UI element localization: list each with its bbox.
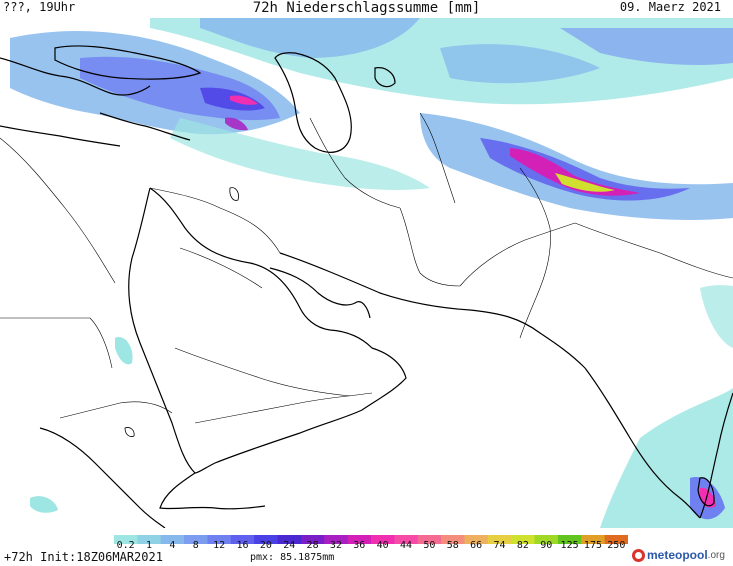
color-scale-swatch bbox=[230, 535, 255, 544]
precipitation-shading bbox=[10, 18, 733, 528]
color-scale-swatch bbox=[254, 535, 279, 544]
color-scale-swatch bbox=[487, 535, 512, 544]
color-scale-tick-label: 32 bbox=[329, 540, 342, 551]
color-scale-swatch bbox=[511, 535, 536, 544]
meteopool-logo-icon bbox=[632, 548, 645, 562]
color-scale-tick-label: 4 bbox=[169, 540, 176, 551]
color-scale-tick-label: 175 bbox=[583, 540, 602, 551]
coastlines bbox=[0, 45, 733, 528]
logo-tld: .org bbox=[707, 549, 725, 561]
logo-name: meteopool bbox=[647, 548, 708, 562]
color-scale-swatch bbox=[371, 535, 395, 544]
color-scale-swatch bbox=[581, 535, 606, 544]
color-scale-tick-label: 90 bbox=[540, 540, 553, 551]
color-scale-swatch bbox=[464, 535, 489, 544]
color-scale-tick-label: 82 bbox=[516, 540, 529, 551]
color-scale-tick-label: 44 bbox=[400, 540, 413, 551]
color-scale-swatch bbox=[324, 535, 349, 544]
color-scale-tick-label: 24 bbox=[283, 540, 296, 551]
valid-date-label: 09. Maerz 2021 bbox=[619, 0, 721, 14]
color-scale-swatch bbox=[557, 535, 582, 544]
color-scale-tick-label: 28 bbox=[306, 540, 319, 551]
precipitation-color-scale bbox=[114, 529, 629, 544]
color-scale-swatch bbox=[604, 535, 629, 544]
pmax-label: pmx: 85.1875mm bbox=[250, 552, 335, 563]
init-time-label: +72h Init:18Z06MAR2021 bbox=[4, 550, 163, 564]
color-scale-tick-label: 66 bbox=[470, 540, 483, 551]
color-scale-swatch bbox=[441, 535, 465, 544]
color-scale-tick-label: 58 bbox=[446, 540, 459, 551]
color-scale-tick-label: 8 bbox=[192, 540, 199, 551]
color-scale-tick-label: 36 bbox=[353, 540, 366, 551]
color-scale-swatch bbox=[300, 535, 325, 544]
color-scale-tick-label: 250 bbox=[607, 540, 626, 551]
country-borders bbox=[0, 112, 733, 424]
color-scale-tick-label: 40 bbox=[376, 540, 389, 551]
color-scale-tick-label: 20 bbox=[259, 540, 272, 551]
color-scale-tick-label: 50 bbox=[423, 540, 436, 551]
color-scale-swatch bbox=[417, 535, 442, 544]
forecast-time-label: ???, 19Uhr bbox=[3, 0, 76, 14]
precipitation-map bbox=[0, 18, 733, 528]
color-scale-swatch bbox=[347, 535, 372, 544]
color-scale-swatch bbox=[160, 535, 185, 544]
color-scale-tick-label: 1 bbox=[146, 540, 153, 551]
color-scale-swatch bbox=[277, 535, 302, 544]
color-scale-swatch bbox=[534, 535, 559, 544]
inland-lakes bbox=[124, 187, 239, 437]
color-scale-swatch bbox=[394, 535, 419, 544]
color-scale-tick-label: 16 bbox=[236, 540, 249, 551]
color-scale-tick-label: 74 bbox=[493, 540, 506, 551]
map-title: 72h Niederschlagssumme [mm] bbox=[252, 0, 481, 16]
color-scale-tick-label: 0.2 bbox=[116, 540, 135, 551]
color-scale-swatch bbox=[184, 535, 208, 544]
color-scale-tick-label: 125 bbox=[560, 540, 579, 551]
color-scale-swatch bbox=[114, 535, 138, 544]
color-scale-tick-label: 12 bbox=[213, 540, 226, 551]
color-scale-swatch bbox=[207, 535, 232, 544]
color-scale-swatch bbox=[137, 535, 162, 544]
meteopool-logo[interactable]: meteopool .org bbox=[632, 548, 725, 562]
color-scale-svg bbox=[114, 535, 629, 544]
